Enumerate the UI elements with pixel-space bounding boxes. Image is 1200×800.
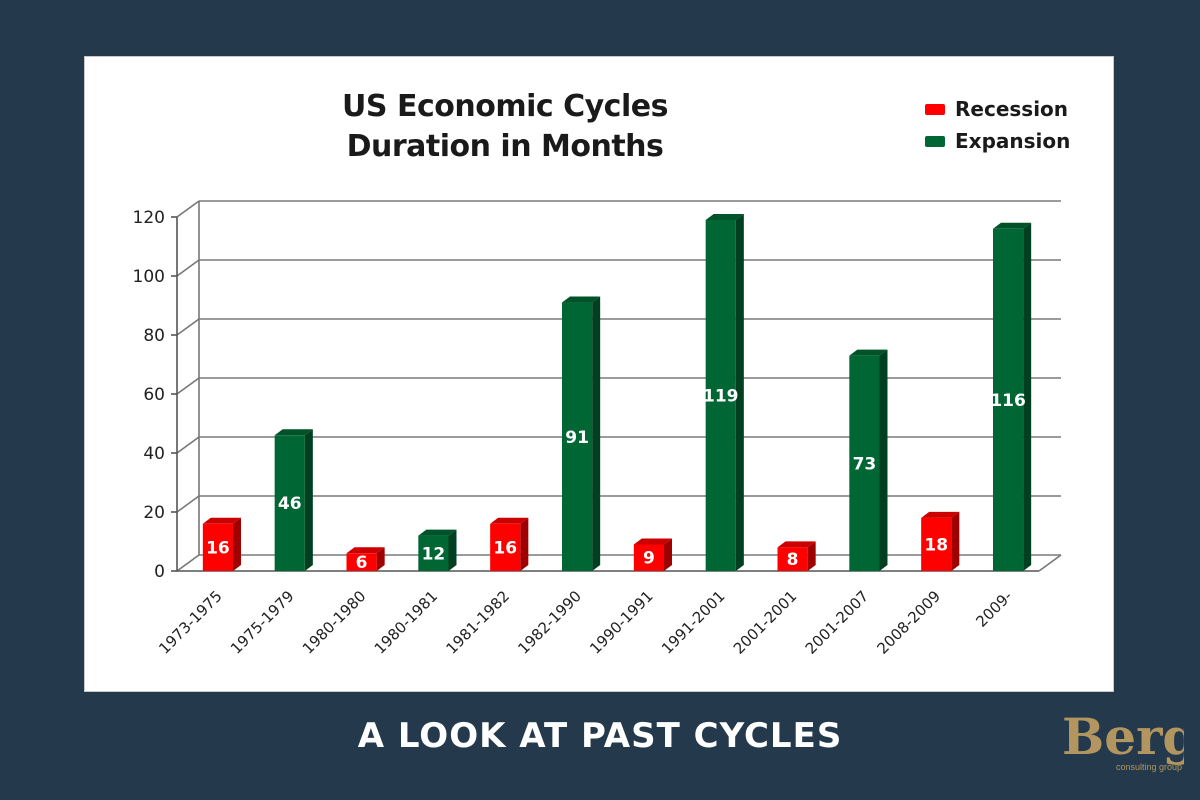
x-tick-label: 2001-2001 — [730, 587, 801, 658]
legend-item-expansion: Expansion — [925, 125, 1070, 157]
bar-value-label: 91 — [565, 428, 589, 448]
y-tick-label: 120 — [133, 208, 165, 228]
y-tick-label: 60 — [143, 385, 165, 405]
y-tick-label: 20 — [143, 503, 165, 523]
bar-value-label: 18 — [924, 535, 948, 555]
gridline-diagonal — [176, 554, 200, 572]
bar-top — [921, 511, 960, 518]
bar-side — [448, 529, 457, 571]
x-tick-label: 1981-1982 — [443, 587, 514, 658]
bar-side — [807, 541, 816, 571]
bar-value-label: 16 — [493, 538, 517, 558]
bar-top — [777, 541, 816, 548]
legend-label-expansion: Expansion — [955, 129, 1071, 153]
bar-side — [233, 517, 242, 571]
x-tick-label: 1980-1980 — [299, 587, 370, 658]
chart-legend: Recession Expansion — [925, 93, 1070, 157]
x-tick-label: 1973-1975 — [155, 587, 226, 658]
x-tick-label: 2001-2007 — [802, 587, 873, 658]
chart-title-line-1: US Economic Cycles — [342, 89, 668, 124]
x-tick-label: 1982-1990 — [514, 587, 585, 658]
chart-title: US Economic Cycles Duration in Months — [85, 87, 925, 167]
bar-value-label: 46 — [278, 494, 302, 514]
bar-top — [490, 517, 529, 524]
chart-title-line-2: Duration in Months — [346, 129, 664, 164]
bar — [633, 544, 665, 571]
bar-top — [992, 222, 1032, 229]
bar-top — [346, 547, 385, 554]
bar-top — [561, 296, 601, 303]
gridline-diagonal — [176, 495, 200, 513]
legend-label-recession: Recession — [955, 97, 1069, 121]
gridline-diagonal — [176, 377, 200, 395]
berg-logo: Berg consulting group — [1062, 707, 1184, 772]
y-tick-label: 40 — [143, 444, 165, 464]
bar-value-label: 9 — [643, 549, 655, 569]
bar-value-label: 119 — [703, 386, 739, 406]
bar-top — [202, 517, 242, 524]
bar-top — [849, 349, 888, 356]
bar — [561, 302, 593, 571]
bar-value-label: 16 — [206, 538, 230, 558]
gridline-diagonal — [176, 200, 200, 218]
bar — [705, 219, 736, 571]
bar-side — [376, 547, 385, 571]
logo-wordmark: Berg — [1062, 707, 1184, 766]
bar-chart-plot: 0 20 40 60 80 100 120 16 46 6 12 16 91 9 119 8 73 18 116 19… — [133, 200, 1062, 658]
x-tick-label: 2009- — [972, 587, 1016, 631]
bar-top — [705, 213, 744, 220]
gridline-diagonal — [176, 259, 200, 277]
bar-side — [735, 213, 744, 571]
legend-swatch-recession — [925, 103, 945, 115]
page-caption: A LOOK AT PAST CYCLES — [357, 716, 843, 756]
bar — [992, 228, 1024, 572]
bar-top — [633, 538, 673, 545]
bar-value-label: 12 — [422, 544, 446, 564]
bar-top — [418, 529, 457, 536]
x-tick-label: 1991-2001 — [658, 587, 729, 658]
bar — [777, 547, 808, 571]
gridline-diagonal — [176, 436, 200, 454]
bar — [921, 517, 952, 571]
bar-side — [520, 517, 529, 571]
bar-side — [304, 429, 313, 571]
bar-side — [592, 296, 601, 571]
bar — [202, 523, 234, 571]
bar-value-label: 73 — [853, 454, 877, 474]
bar-value-label: 6 — [356, 553, 368, 573]
bar — [346, 553, 377, 571]
bar-top — [274, 429, 313, 436]
legend-swatch-expansion — [925, 135, 945, 147]
bar — [490, 523, 521, 571]
logo-subtitle: consulting group — [1116, 762, 1182, 772]
bar — [849, 355, 880, 571]
bar-side — [1023, 222, 1032, 572]
bar — [274, 435, 305, 571]
x-axis-diagonal — [1038, 554, 1062, 572]
bar — [418, 535, 449, 571]
y-tick-label: 0 — [154, 562, 165, 582]
x-tick-label: 2008-2009 — [874, 587, 945, 658]
bar-value-label: 116 — [990, 391, 1025, 411]
y-tick-label: 100 — [133, 267, 165, 287]
x-tick-label: 1990-1991 — [586, 587, 657, 658]
gridline-diagonal — [176, 318, 200, 336]
bar-value-label: 8 — [787, 550, 799, 570]
chart-panel: US Economic Cycles Duration in Months Re… — [84, 56, 1114, 692]
bar-side — [879, 349, 888, 571]
bar-side — [951, 511, 960, 571]
y-tick-label: 80 — [143, 326, 165, 346]
bar-side — [664, 538, 673, 571]
legend-item-recession: Recession — [925, 93, 1070, 125]
x-tick-label: 1980-1981 — [371, 587, 442, 658]
x-tick-label: 1975-1979 — [227, 587, 298, 658]
